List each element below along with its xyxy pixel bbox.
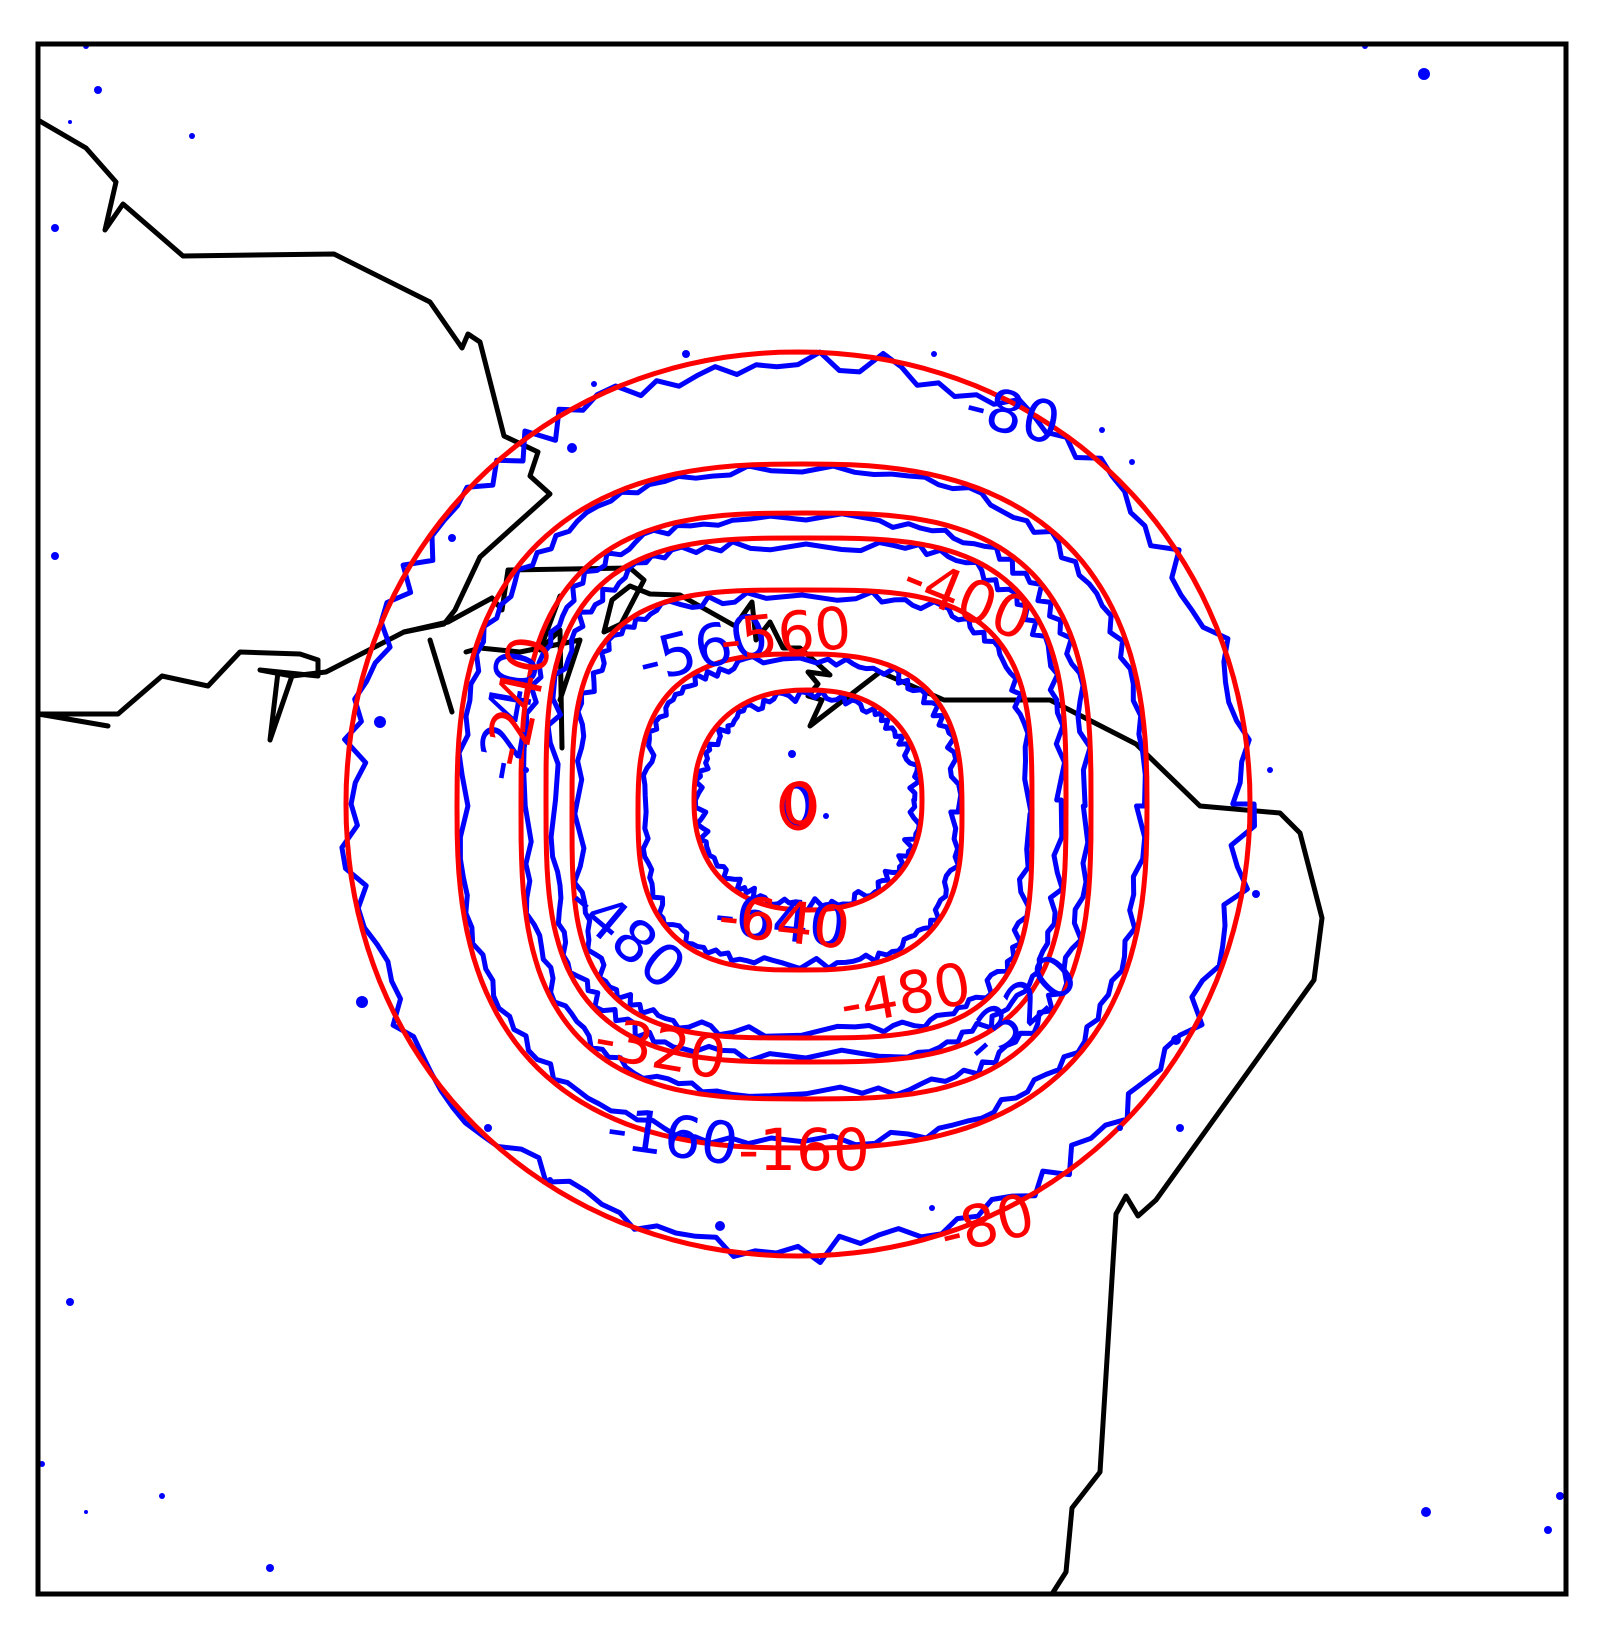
blue-speck	[1556, 1492, 1564, 1500]
blue-speck	[84, 1510, 88, 1514]
blue-speck	[1418, 68, 1430, 80]
blue-speck	[266, 1564, 274, 1572]
red-contour-labels: -80 -160 -240 -320 -400 -480 -560 -640 0	[471, 542, 1041, 1268]
blue-speck	[51, 224, 59, 232]
red-contour-ring	[518, 510, 1094, 1102]
coastline-inner-north	[401, 565, 1325, 1597]
blue-speck	[823, 813, 829, 819]
blue-contour-ring	[456, 463, 1148, 1148]
blue-contour-ring	[521, 511, 1093, 1099]
coastlines	[35, 117, 1325, 1597]
blue-speck	[189, 133, 195, 139]
blue-speck	[715, 1221, 725, 1231]
red-contour-ring	[343, 349, 1253, 1259]
red-contours	[343, 349, 1253, 1259]
blue-contour-ring	[640, 654, 964, 971]
blue-speck	[374, 716, 386, 728]
blue-speck	[1176, 1124, 1184, 1132]
plot-frame	[35, 41, 1569, 1597]
blue-speck	[1099, 427, 1105, 433]
blue-speck	[1544, 1526, 1552, 1534]
blue-speck	[51, 552, 59, 560]
red-contour-ring	[691, 687, 925, 913]
red-contour-ring	[569, 587, 1035, 1041]
blue-speck	[682, 350, 690, 358]
blue-speck	[567, 443, 577, 453]
blue-speck	[1252, 890, 1260, 898]
red-label-160: -160	[738, 1116, 870, 1184]
red-label-320: -320	[590, 1003, 731, 1093]
blue-contour-ring	[545, 539, 1068, 1064]
blue-speck	[66, 1298, 74, 1306]
blue-speck	[931, 351, 937, 357]
blue-speck	[1117, 1125, 1123, 1131]
blue-speck	[1267, 767, 1273, 773]
red-contour-ring	[635, 651, 965, 973]
blue-speck	[1129, 459, 1135, 465]
blue-label-80: -80	[959, 370, 1067, 459]
blue-contour-ring	[339, 349, 1257, 1265]
blue-speck	[1421, 1507, 1431, 1517]
blue-label-160: -160	[603, 1093, 743, 1179]
red-label-640: -640	[715, 881, 853, 962]
blue-speck	[484, 1124, 492, 1132]
blue-speck	[159, 1493, 165, 1499]
blue-speck	[591, 381, 597, 387]
red-contour-ring	[543, 535, 1069, 1065]
blue-speck	[356, 996, 368, 1008]
red-label-560: -560	[717, 593, 855, 674]
blue-speck	[448, 534, 456, 542]
blue-speck	[68, 120, 72, 124]
red-label-0: 0	[782, 770, 819, 838]
red-label-80: -80	[933, 1180, 1041, 1269]
red-center-loop	[779, 781, 817, 831]
red-contour-ring	[454, 461, 1150, 1151]
blue-speck	[929, 1205, 935, 1211]
blue-speck	[547, 1177, 553, 1183]
blue-speck	[523, 767, 529, 773]
blue-label-640: -640	[711, 879, 849, 960]
blue-contour-ring	[571, 589, 1034, 1039]
blue-speck	[788, 750, 796, 758]
coastline-north	[35, 117, 553, 743]
blue-speck	[94, 86, 102, 94]
blue-speck	[1171, 1035, 1181, 1045]
